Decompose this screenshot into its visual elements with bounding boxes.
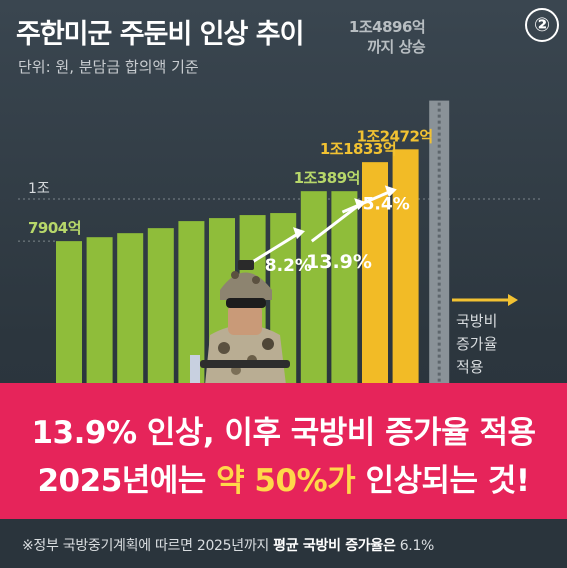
growth-arrow-1 bbox=[310, 202, 362, 243]
growth-arrow-0 bbox=[249, 231, 300, 265]
value-label-4: 1조4896억 bbox=[349, 18, 425, 36]
headline-banner: 13.9% 인상, 이후 국방비 증가율 적용 2025년에는 약 50%가 인… bbox=[0, 383, 567, 519]
bar-9 bbox=[331, 191, 358, 400]
banner-line-2: 2025년에는 약 50%가 인상되는 것! bbox=[0, 455, 567, 500]
footnote-bar: ※정부 국방중기계획에 따르면 2025년까지 평균 국방비 증가율은 6.1% bbox=[0, 519, 567, 568]
growth-label-2: 5.4% bbox=[363, 194, 410, 214]
growth-arrow-2 bbox=[341, 189, 392, 214]
footnote-bold: 평균 국방비 증가율은 bbox=[273, 538, 396, 554]
bar-1 bbox=[86, 237, 113, 400]
bar-11 bbox=[392, 149, 419, 400]
side-note-arrowhead bbox=[508, 294, 518, 306]
side-note-line-2: 적용 bbox=[456, 358, 484, 376]
banner-line-2-post: 인상되는 것! bbox=[355, 463, 530, 499]
growth-arrowhead-0 bbox=[293, 227, 305, 240]
banner-highlight: 약 50%가 bbox=[216, 463, 356, 499]
side-note-line-0: 국방비 bbox=[456, 312, 497, 330]
value-label-3: 1조2472억 bbox=[356, 127, 432, 145]
soldier-illustration bbox=[190, 260, 290, 385]
value-label-2: 1조1833억 bbox=[320, 140, 396, 158]
growth-label-0: 8.2% bbox=[265, 256, 312, 276]
side-note-line-1: 증가율 bbox=[456, 335, 497, 353]
y-tick-label-0: 1조 bbox=[28, 181, 50, 197]
page-number-badge: ② bbox=[525, 8, 559, 42]
footnote-post: 6.1% bbox=[395, 538, 435, 554]
growth-label-1: 13.9% bbox=[306, 251, 372, 273]
bar-0 bbox=[56, 241, 82, 400]
bar-2 bbox=[117, 233, 144, 400]
unit-note: 단위: 원, 분담금 합의액 기준 bbox=[18, 58, 199, 76]
value-label-0: 7904억 bbox=[28, 219, 81, 237]
value-label-1: 1조389억 bbox=[294, 169, 360, 187]
chart-title: 주한미군 주둔비 인상 추이 bbox=[16, 19, 304, 50]
footnote-pre: ※정부 국방중기계획에 따르면 2025년까지 bbox=[22, 538, 274, 554]
bar-8 bbox=[300, 191, 327, 400]
banner-line-1: 13.9% 인상, 이후 국방비 증가율 적용 bbox=[31, 415, 536, 451]
value-label-5: 까지 상승 bbox=[367, 38, 426, 56]
banner-line-2-pre: 2025년에는 bbox=[37, 463, 217, 499]
bar-3 bbox=[147, 228, 174, 400]
growth-arrowhead-2 bbox=[384, 185, 397, 198]
footnote: ※정부 국방중기계획에 따르면 2025년까지 평균 국방비 증가율은 6.1% bbox=[22, 535, 434, 555]
